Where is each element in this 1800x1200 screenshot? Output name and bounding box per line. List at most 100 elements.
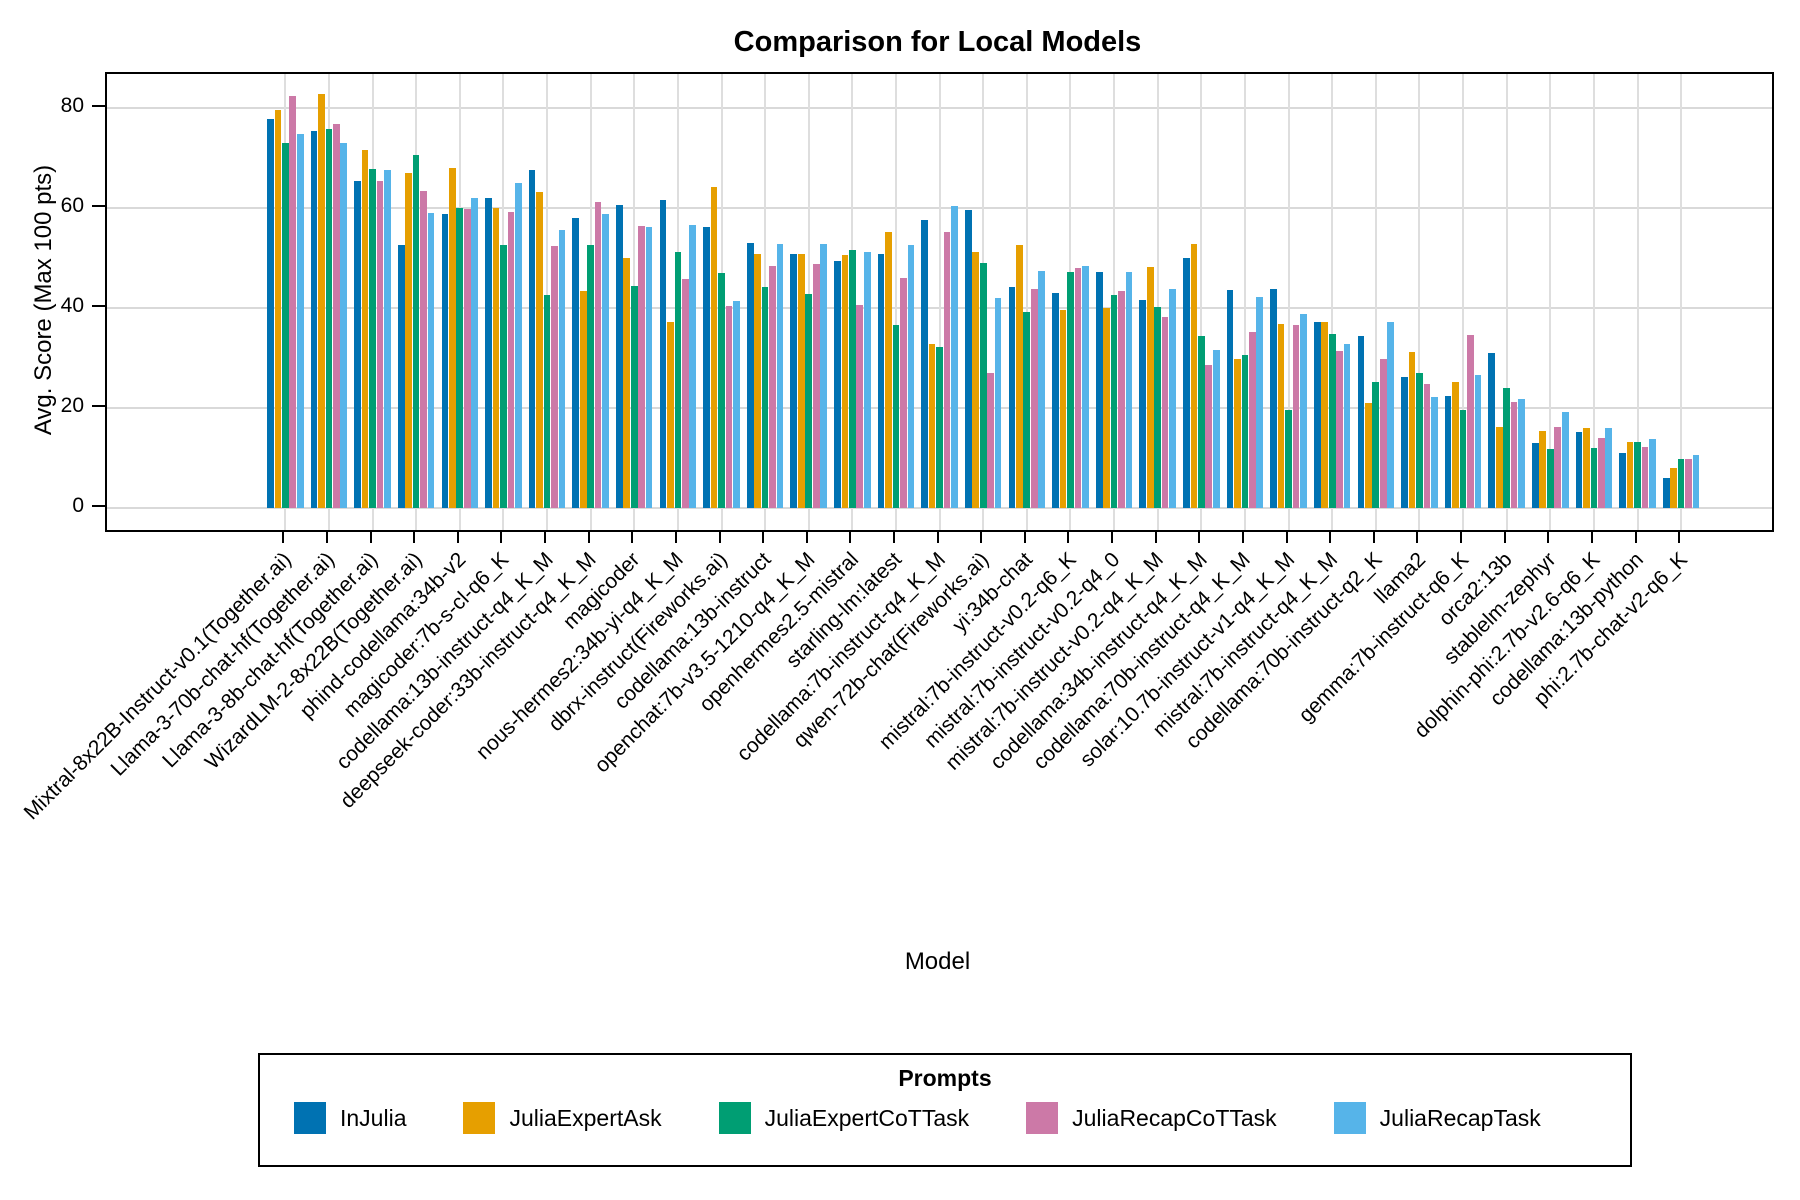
bar-JuliaRecapCoTTask [1554, 426, 1562, 508]
bar-InJulia [1226, 289, 1234, 508]
bar-JuliaRecapCoTTask [987, 373, 994, 508]
bar-JuliaExpertCoTTask [761, 286, 769, 508]
bar-JuliaRecapCoTTask [681, 278, 689, 508]
bar-InJulia [703, 227, 710, 508]
bar-JuliaRecapCoTTask [1598, 438, 1605, 508]
x-tick-mark [936, 530, 939, 543]
bar-JuliaExpertAsk [1059, 309, 1067, 508]
x-tick-mark [1111, 530, 1114, 543]
bar-JuliaRecapTask [514, 182, 522, 508]
bar-JuliaExpertAsk [1670, 468, 1678, 508]
bar-JuliaExpertCoTTask [587, 244, 594, 508]
gridline-v [1462, 74, 1465, 530]
legend-label: JuliaRecapTask [1379, 1104, 1541, 1131]
bar-JuliaExpertAsk [536, 191, 543, 508]
y-tick-mark [92, 405, 105, 407]
gridline-v [1505, 74, 1508, 530]
bar-JuliaRecapCoTTask [1467, 334, 1474, 508]
bar-JuliaRecapTask [602, 213, 609, 508]
legend-entry: JuliaExpertAsk [463, 1102, 662, 1134]
x-tick-mark [1503, 530, 1506, 543]
bar-JuliaExpertCoTTask [1023, 312, 1031, 508]
bar-JuliaRecapTask [1125, 272, 1133, 508]
bar-InJulia [1619, 453, 1626, 508]
bar-JuliaRecapCoTTask [1030, 288, 1038, 508]
bar-JuliaExpertCoTTask [1328, 333, 1336, 508]
bar-JuliaRecapCoTTask [594, 202, 602, 508]
x-tick-mark [762, 530, 765, 543]
bar-InJulia [834, 260, 841, 508]
gridline-v [1592, 74, 1595, 530]
gridline-v [1374, 74, 1377, 530]
bar-InJulia [790, 254, 798, 508]
bar-JuliaRecapTask [1692, 455, 1700, 508]
bar-JuliaRecapTask [340, 142, 348, 508]
chart-title: Comparison for Local Models [733, 26, 1142, 58]
y-tick-mark [92, 305, 105, 307]
bar-JuliaExpertCoTTask [630, 285, 638, 508]
bar-JuliaExpertCoTTask [325, 129, 333, 508]
legend-swatch-InJulia [294, 1102, 326, 1134]
bar-JuliaExpertAsk [1277, 323, 1285, 508]
bar-JuliaExpertAsk [318, 94, 325, 508]
bar-JuliaExpertCoTTask [1546, 449, 1554, 508]
x-tick-mark [1329, 530, 1332, 543]
bar-JuliaRecapTask [907, 244, 915, 508]
y-tick-mark [92, 505, 105, 507]
x-tick-mark [1678, 530, 1681, 543]
bar-JuliaRecapCoTTask [420, 191, 427, 508]
y-tick-mark [92, 105, 105, 107]
bar-JuliaRecapCoTTask [551, 245, 558, 508]
bar-JuliaRecapTask [1300, 313, 1307, 508]
bar-JuliaExpertCoTTask [805, 293, 813, 508]
bar-JuliaExpertAsk [405, 173, 413, 508]
bar-JuliaRecapTask [1605, 427, 1613, 508]
bar-InJulia [397, 244, 405, 508]
bar-JuliaRecapTask [1212, 349, 1220, 508]
bar-JuliaExpertCoTTask [543, 295, 551, 508]
bar-JuliaRecapCoTTask [1118, 290, 1125, 508]
bar-JuliaRecapCoTTask [1510, 401, 1518, 508]
bar-JuliaExpertAsk [710, 187, 718, 508]
x-tick-mark [544, 530, 547, 543]
y-tick-label: 40 [60, 294, 84, 317]
gridline-v [1287, 74, 1290, 530]
bar-JuliaExpertAsk [1408, 351, 1416, 508]
legend-title: Prompts [898, 1065, 992, 1091]
x-tick-mark [1023, 530, 1026, 543]
legend-entry: JuliaRecapTask [1333, 1102, 1541, 1134]
bar-JuliaExpertAsk [1583, 428, 1590, 508]
x-tick-mark [282, 530, 285, 543]
bar-JuliaExpertAsk [1495, 426, 1503, 508]
bar-JuliaExpertCoTTask [892, 324, 900, 508]
gridline-v [1025, 74, 1028, 530]
bar-JuliaRecapCoTTask [1641, 446, 1649, 508]
x-tick-mark [980, 530, 983, 543]
bar-JuliaExpertCoTTask [1372, 381, 1380, 508]
bar-JuliaRecapTask [863, 252, 871, 508]
bar-JuliaRecapTask [558, 229, 566, 508]
gridline-v [894, 74, 897, 530]
bar-JuliaRecapTask [1430, 396, 1438, 508]
bar-JuliaRecapTask [733, 300, 740, 508]
gridline-v [938, 74, 941, 530]
legend-label: JuliaRecapCoTTask [1072, 1104, 1277, 1131]
bar-InJulia [441, 213, 449, 508]
bar-InJulia [746, 243, 754, 508]
legend-entry: InJulia [294, 1102, 406, 1134]
bar-InJulia [1008, 286, 1016, 508]
x-tick-mark [1372, 530, 1375, 543]
bar-JuliaExpertCoTTask [1634, 441, 1641, 508]
x-tick-mark [892, 530, 895, 543]
bar-InJulia [1444, 395, 1452, 508]
bar-JuliaExpertAsk [928, 343, 936, 508]
bar-JuliaRecapTask [1256, 296, 1264, 508]
bar-InJulia [1139, 299, 1147, 508]
x-tick-mark [456, 530, 459, 543]
bar-JuliaRecapTask [1038, 270, 1046, 508]
bar-InJulia [1270, 288, 1277, 508]
legend-label: JuliaExpertAsk [509, 1104, 662, 1131]
bar-JuliaRecapTask [820, 243, 827, 508]
x-tick-mark [1067, 530, 1070, 543]
bar-JuliaRecapTask [994, 297, 1002, 508]
